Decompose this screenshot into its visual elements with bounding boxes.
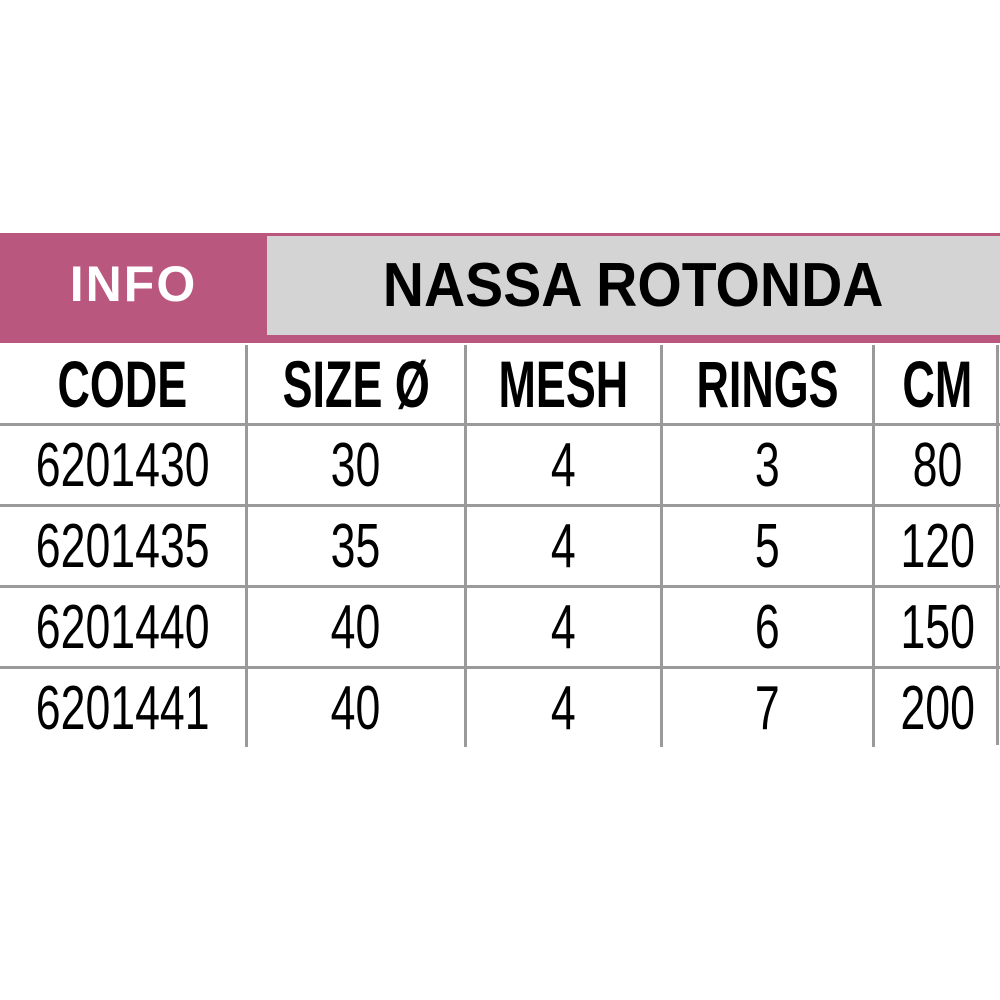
column-header: CODE: [0, 345, 247, 426]
table-cell: 6201430: [0, 424, 247, 507]
table-cell: 7: [659, 667, 874, 747]
table-cell: 4: [464, 586, 662, 669]
table-cell: 150: [871, 586, 1000, 669]
table-cell: 6201441: [35, 673, 210, 743]
table-row: 6201430 30 4 3 80: [0, 424, 1000, 507]
column-header: CM: [871, 345, 1000, 426]
table-cell: 5: [659, 505, 874, 588]
table-cell: 120: [871, 505, 1000, 588]
table-row: 6201440 40 4 6 150: [0, 586, 1000, 669]
table-cell: 80: [871, 424, 1000, 507]
table-cell: 4: [464, 424, 662, 507]
table-header-row: CODE SIZE Ø MESH RINGS CM: [0, 345, 1000, 426]
table-cell: 40: [244, 586, 466, 669]
column-header: RINGS: [659, 345, 874, 426]
table-cell: 3: [659, 424, 874, 507]
product-title: NASSA ROTONDA: [383, 251, 884, 320]
table-cell: 4: [464, 505, 662, 588]
spec-table: CODE SIZE Ø MESH RINGS CM 6201430 30 4 3…: [0, 345, 1000, 747]
table-cell: 6201435: [0, 505, 247, 588]
table-cell: 200: [871, 667, 1000, 747]
table-cell: 40: [244, 667, 466, 747]
table-row: 6201441 40 4 7 200: [0, 667, 1000, 747]
table-cell: 30: [244, 424, 466, 507]
table-right-border: [996, 345, 999, 745]
info-label: INFO: [69, 256, 198, 312]
column-header: MESH: [464, 345, 662, 426]
title-box: NASSA ROTONDA: [267, 236, 1000, 335]
table-cell: 6: [659, 586, 874, 669]
table-row: 6201435 35 4 5 120: [0, 505, 1000, 588]
table-cell: 6201440: [0, 586, 247, 669]
table-cell: 35: [244, 505, 466, 588]
column-header: SIZE Ø: [244, 345, 466, 426]
table-cell: 4: [464, 667, 662, 747]
